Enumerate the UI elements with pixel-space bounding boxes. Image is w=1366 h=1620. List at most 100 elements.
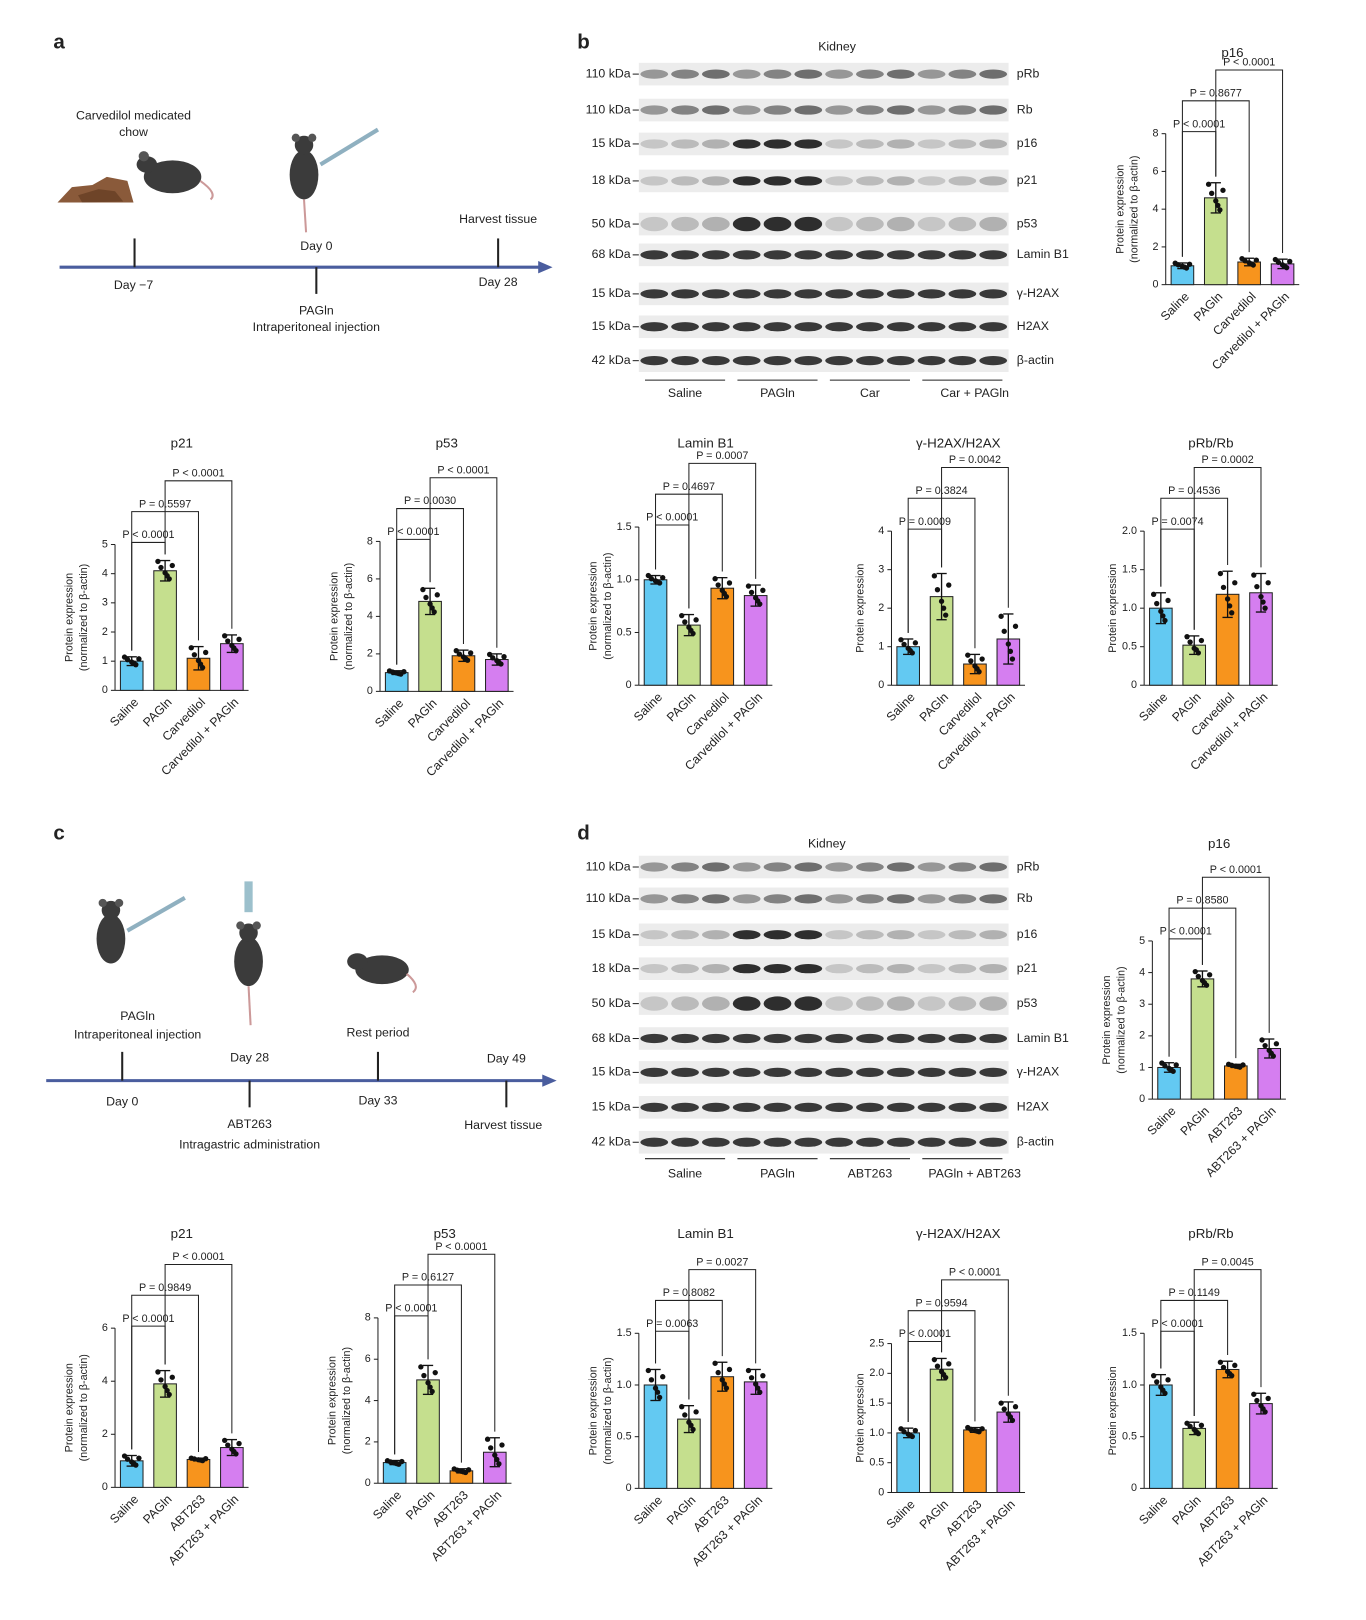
blot-band bbox=[671, 176, 699, 186]
blot-title: Kidney bbox=[808, 837, 846, 851]
blot-band bbox=[671, 1033, 699, 1044]
y-axis-label: Protein expression bbox=[587, 1366, 599, 1455]
significance-bracket bbox=[1193, 466, 1262, 630]
y-tick-label: 4 bbox=[365, 1394, 371, 1406]
chart-title: pRb/Rb bbox=[1188, 435, 1233, 450]
data-point bbox=[492, 1452, 498, 1458]
blot-band bbox=[702, 216, 730, 232]
panel-letter: d bbox=[577, 822, 590, 845]
blot-band bbox=[856, 1102, 884, 1112]
data-point bbox=[236, 1440, 242, 1447]
y-tick-label: 0.5 bbox=[869, 1457, 884, 1469]
data-point bbox=[488, 1445, 494, 1451]
blot-band bbox=[702, 356, 730, 366]
blot-band bbox=[979, 69, 1008, 79]
data-point bbox=[760, 1373, 766, 1379]
blot-band bbox=[640, 1102, 669, 1112]
significance-bracket bbox=[1215, 69, 1284, 254]
p-value: P = 0.0063 bbox=[646, 1318, 698, 1330]
data-point bbox=[1193, 647, 1199, 653]
data-point bbox=[719, 1377, 725, 1383]
blot-protein-label: p21 bbox=[1017, 961, 1038, 975]
blot-band bbox=[702, 1067, 730, 1078]
data-point bbox=[429, 1388, 435, 1395]
x-tick-label: Saline bbox=[1136, 690, 1170, 724]
mouse-icon bbox=[136, 151, 214, 201]
blot-band bbox=[825, 1137, 853, 1147]
blot-strip bbox=[638, 349, 1009, 372]
data-point bbox=[1001, 628, 1007, 634]
blot-strip bbox=[638, 243, 1009, 267]
blot-protein-label: Lamin B1 bbox=[1017, 1031, 1069, 1045]
blot-protein-label: γ-H2AX bbox=[1017, 286, 1059, 300]
blot-size-label: 68 kDa bbox=[592, 247, 631, 261]
p-value: P = 0.0074 bbox=[1151, 516, 1203, 528]
data-point bbox=[166, 1391, 172, 1398]
data-point bbox=[465, 1467, 472, 1473]
data-point bbox=[1281, 263, 1288, 269]
y-tick-label: 4 bbox=[367, 610, 373, 622]
data-point bbox=[901, 641, 907, 648]
blot-size-label: 15 kDa bbox=[592, 136, 631, 150]
data-point bbox=[648, 576, 655, 582]
timeline-label: Day 49 bbox=[487, 1051, 526, 1065]
blot-band bbox=[825, 250, 853, 260]
bar bbox=[416, 1379, 440, 1484]
blot-band bbox=[702, 139, 730, 149]
y-tick-label: 1.5 bbox=[1122, 564, 1137, 576]
data-point bbox=[1012, 1404, 1019, 1410]
data-point bbox=[1168, 1067, 1174, 1073]
y-tick-label: 6 bbox=[102, 1322, 108, 1334]
p-value: P = 0.0007 bbox=[696, 450, 748, 462]
blot-band bbox=[763, 1033, 792, 1044]
data-point bbox=[124, 657, 131, 663]
bar bbox=[1215, 1368, 1240, 1489]
blot-band bbox=[886, 105, 915, 115]
blot-band bbox=[825, 105, 853, 115]
data-point bbox=[136, 656, 142, 662]
bar bbox=[710, 587, 735, 686]
data-point bbox=[169, 562, 175, 569]
blot-band bbox=[794, 1033, 823, 1044]
data-point bbox=[429, 605, 435, 611]
data-point bbox=[1220, 187, 1226, 193]
blot-band bbox=[794, 996, 823, 1011]
blot-band bbox=[917, 964, 946, 974]
significance-bracket bbox=[941, 1279, 1009, 1396]
significance-bracket bbox=[688, 462, 757, 609]
blot-band bbox=[640, 139, 669, 149]
data-point bbox=[1187, 639, 1193, 645]
p-value: P < 0.0001 bbox=[899, 1328, 951, 1340]
data-point bbox=[912, 1427, 919, 1434]
p-value: P < 0.0001 bbox=[172, 1251, 224, 1263]
y-tick-label: 1.5 bbox=[617, 521, 632, 533]
blot-band bbox=[825, 69, 853, 79]
blot-band bbox=[671, 139, 699, 149]
significance-bracket bbox=[427, 1253, 496, 1432]
blot-band bbox=[732, 1137, 761, 1147]
x-tick-label: Saline bbox=[884, 690, 918, 724]
blot-band bbox=[702, 289, 730, 299]
blot-band bbox=[979, 964, 1008, 974]
bar bbox=[710, 1376, 735, 1489]
data-point bbox=[679, 612, 685, 619]
blot-band bbox=[763, 894, 792, 904]
data-point bbox=[222, 633, 228, 639]
y-tick-label: 6 bbox=[367, 573, 373, 585]
group-label: PAGln + ABT263 bbox=[928, 1166, 1021, 1180]
blot-band bbox=[948, 1102, 977, 1112]
chart-title: p21 bbox=[171, 435, 193, 450]
data-point bbox=[431, 609, 437, 615]
blot-band bbox=[886, 176, 915, 186]
data-point bbox=[1254, 583, 1260, 590]
blot-band bbox=[640, 964, 669, 974]
y-tick-label: 2.0 bbox=[1122, 525, 1137, 537]
bar bbox=[896, 1432, 920, 1493]
data-point bbox=[460, 1469, 467, 1475]
blot-band bbox=[671, 105, 699, 115]
blot-band bbox=[763, 356, 792, 366]
blot-band bbox=[640, 250, 669, 260]
chart-title: Lamin B1 bbox=[677, 1226, 733, 1241]
y-axis-label: Protein expression bbox=[1107, 564, 1119, 653]
